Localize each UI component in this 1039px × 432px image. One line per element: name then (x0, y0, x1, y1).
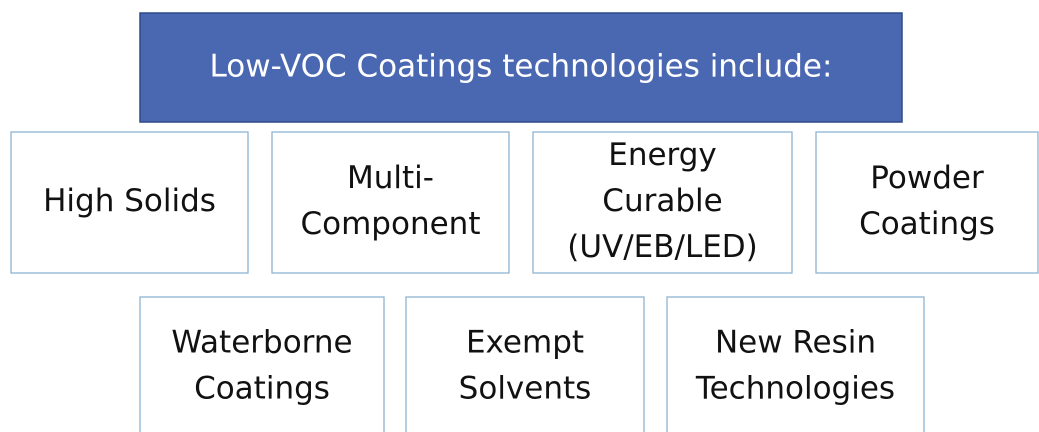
technology-label: High Solids (43, 183, 216, 219)
technology-box (271, 131, 510, 274)
title-box (139, 12, 903, 123)
technology-box (666, 296, 925, 432)
technology-box (815, 131, 1039, 274)
technology-label: Energy (608, 137, 717, 173)
technology-label: Coatings (859, 206, 995, 242)
technology-label: (UV/EB/LED) (567, 229, 758, 265)
technology-box (532, 131, 793, 274)
technology-box (139, 296, 385, 432)
technology-box (405, 296, 645, 432)
technology-label: Curable (602, 183, 722, 219)
technology-label: New Resin (715, 325, 876, 361)
technology-label: Powder (870, 160, 984, 196)
technology-label: Component (301, 206, 481, 242)
technology-label: Exempt (466, 325, 584, 361)
technology-label: Coatings (194, 371, 330, 407)
technology-box (10, 131, 249, 274)
technology-label: Solvents (459, 371, 592, 407)
technology-label: Waterborne (171, 325, 352, 361)
technology-label: Technologies (695, 371, 895, 407)
title: Low-VOC Coatings technologies include: (210, 49, 833, 85)
technology-label: Multi- (347, 160, 434, 196)
